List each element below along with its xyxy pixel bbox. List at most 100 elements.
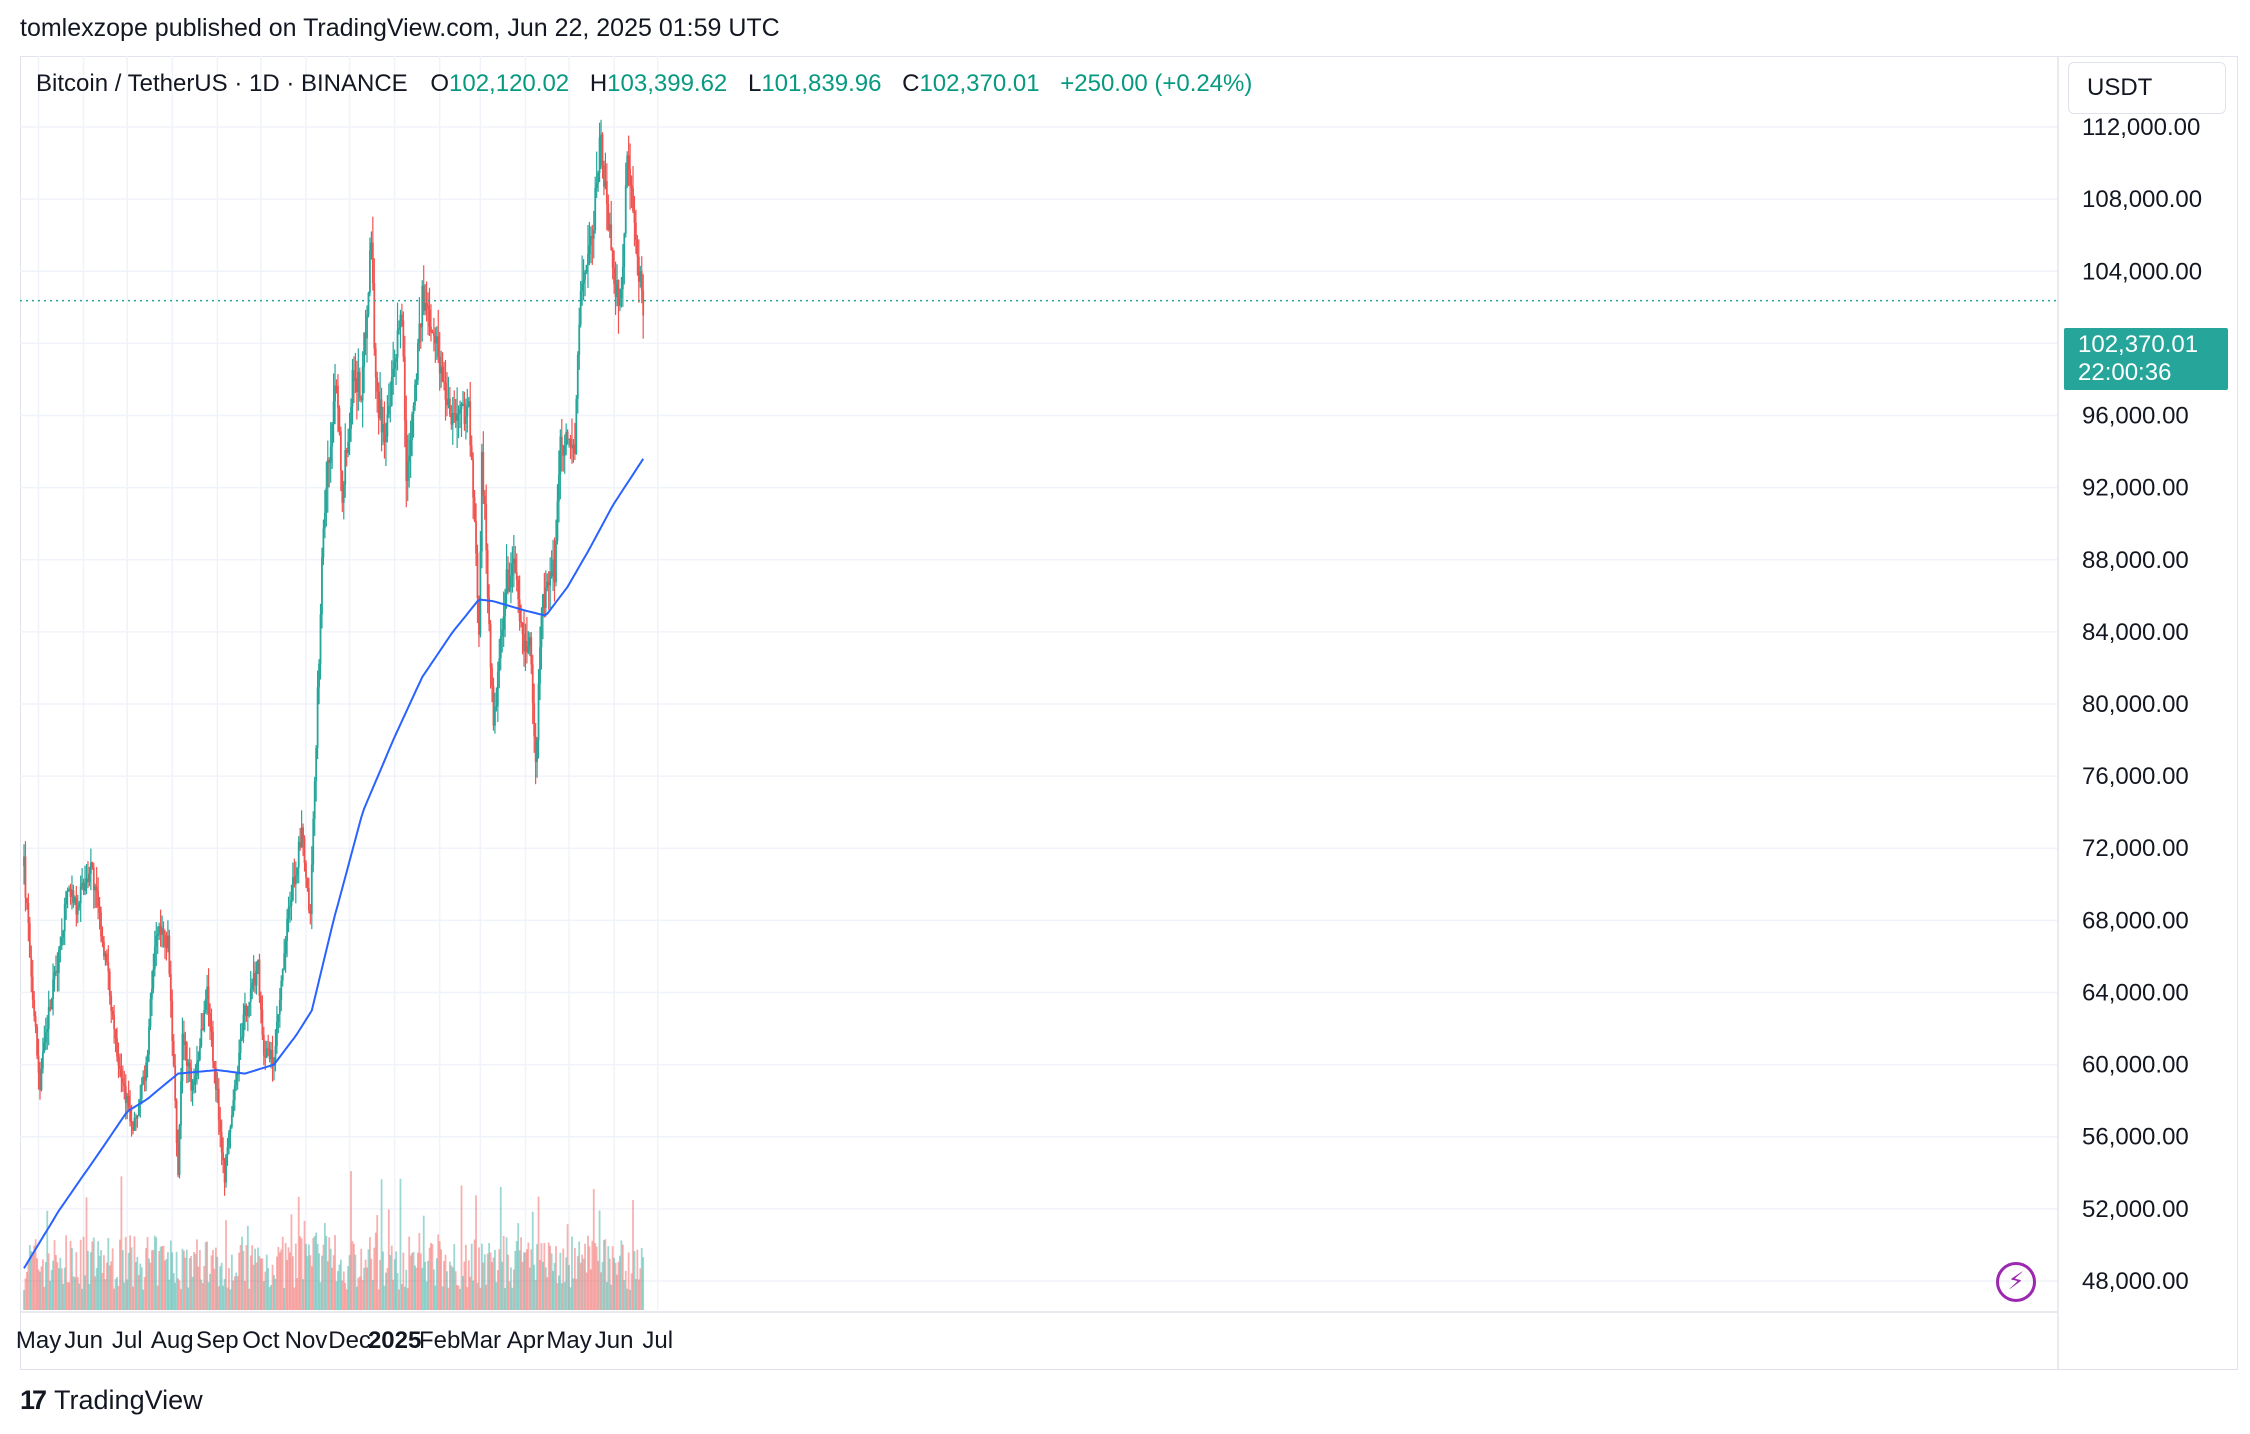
candle-body: [371, 242, 374, 284]
chart-frame[interactable]: [20, 56, 2238, 1370]
candle-body: [630, 185, 633, 189]
candle-body: [182, 1033, 185, 1045]
candle-body: [302, 827, 304, 839]
candle-body: [228, 1132, 230, 1148]
volume-bar: [565, 1257, 568, 1310]
candle-body: [421, 285, 424, 328]
candle-body: [585, 265, 588, 273]
candle-body: [486, 550, 489, 598]
candle-body: [120, 1069, 123, 1079]
candle-body: [348, 428, 351, 442]
volume-bar: [411, 1252, 413, 1310]
candle-body: [390, 376, 393, 406]
candle-body: [39, 1072, 41, 1091]
volume-bar: [642, 1257, 645, 1310]
volume-bar: [262, 1281, 265, 1310]
candle-body: [75, 897, 78, 915]
candle-body: [512, 558, 515, 564]
candle-body: [225, 1155, 227, 1183]
currency-button[interactable]: USDT: [2068, 62, 2226, 114]
volume-bar: [475, 1195, 477, 1310]
volume-bar: [389, 1255, 392, 1310]
volume-bar: [434, 1285, 437, 1310]
candle-body: [636, 240, 639, 257]
candle-body: [639, 271, 642, 282]
volume-bar: [139, 1263, 142, 1310]
volume-bar: [161, 1246, 163, 1310]
candle-body: [495, 706, 498, 708]
candle-body: [171, 1000, 174, 1041]
volume-bar: [382, 1251, 384, 1310]
volume-bar: [332, 1255, 335, 1310]
candle-body: [588, 245, 591, 254]
candle-body: [594, 187, 597, 230]
ohlc-legend: Bitcoin / TetherUS · 1D · BINANCE O102,1…: [36, 70, 1266, 98]
tv-logo-icon: 17: [20, 1385, 47, 1415]
volume-bar: [520, 1237, 522, 1310]
volume-bar: [499, 1186, 502, 1310]
candle-body: [222, 1152, 225, 1161]
candle-body: [291, 877, 294, 901]
candle-body: [36, 1027, 38, 1056]
candle-body: [494, 706, 496, 726]
candle-body: [614, 284, 617, 298]
candle-body: [592, 229, 595, 239]
x-tick-label: Dec: [328, 1327, 371, 1354]
candle-body: [137, 1103, 140, 1116]
candle-body: [261, 1009, 264, 1036]
candle-body: [172, 1040, 175, 1066]
volume-bar: [589, 1269, 592, 1310]
candle-body: [621, 266, 624, 290]
moving-average-line: [23, 458, 645, 1269]
candle-body: [89, 862, 92, 874]
volume-bar: [85, 1197, 88, 1310]
candle-body: [270, 1049, 272, 1060]
volume-bar: [27, 1260, 30, 1310]
candle-body: [360, 397, 363, 401]
candle-body: [82, 882, 85, 891]
volume-bar: [630, 1273, 633, 1310]
candle-body: [637, 256, 640, 282]
volume-bar: [632, 1200, 634, 1310]
candle-body: [589, 236, 592, 246]
symbol-label[interactable]: Bitcoin / TetherUS · 1D · BINANCE: [36, 70, 408, 97]
lightning-icon[interactable]: ⚡: [1996, 1262, 2036, 1302]
candle-body: [416, 343, 419, 381]
candle-body: [155, 935, 158, 947]
candle-body: [576, 354, 579, 399]
candle-body: [565, 431, 568, 446]
volume-bar: [432, 1269, 435, 1310]
last-price-tag: 102,370.01 22:00:36: [2064, 328, 2228, 390]
candle-body: [562, 445, 565, 456]
candle-body: [229, 1127, 232, 1133]
volume-bar: [46, 1210, 49, 1310]
volume-bar: [235, 1272, 238, 1310]
x-tick-label: Nov: [285, 1327, 328, 1354]
candle-body: [467, 401, 470, 407]
candle-body: [220, 1132, 223, 1153]
candle-body: [613, 267, 616, 285]
candle-body: [633, 211, 636, 223]
volume-bar: [543, 1242, 546, 1310]
open-value: 102,120.02: [449, 70, 570, 97]
volume-bar: [620, 1240, 623, 1310]
candle-body: [480, 451, 483, 552]
candle-body: [37, 1055, 40, 1073]
x-tick-label: Sep: [196, 1327, 239, 1354]
volume-bar: [562, 1248, 565, 1310]
volume-bar: [124, 1236, 127, 1310]
candle-body: [624, 185, 627, 234]
volume-bar: [508, 1281, 511, 1310]
candle-body: [254, 973, 257, 986]
candle-body: [448, 398, 451, 415]
volume-bar: [342, 1271, 345, 1310]
candle-body: [159, 926, 162, 935]
candle-body: [239, 1039, 242, 1053]
volume-bar: [291, 1256, 294, 1310]
candle-body: [539, 647, 541, 684]
volume-bar: [401, 1284, 403, 1310]
volume-bar: [611, 1246, 614, 1310]
volume-bar: [556, 1282, 559, 1310]
volume-bar: [457, 1285, 460, 1310]
